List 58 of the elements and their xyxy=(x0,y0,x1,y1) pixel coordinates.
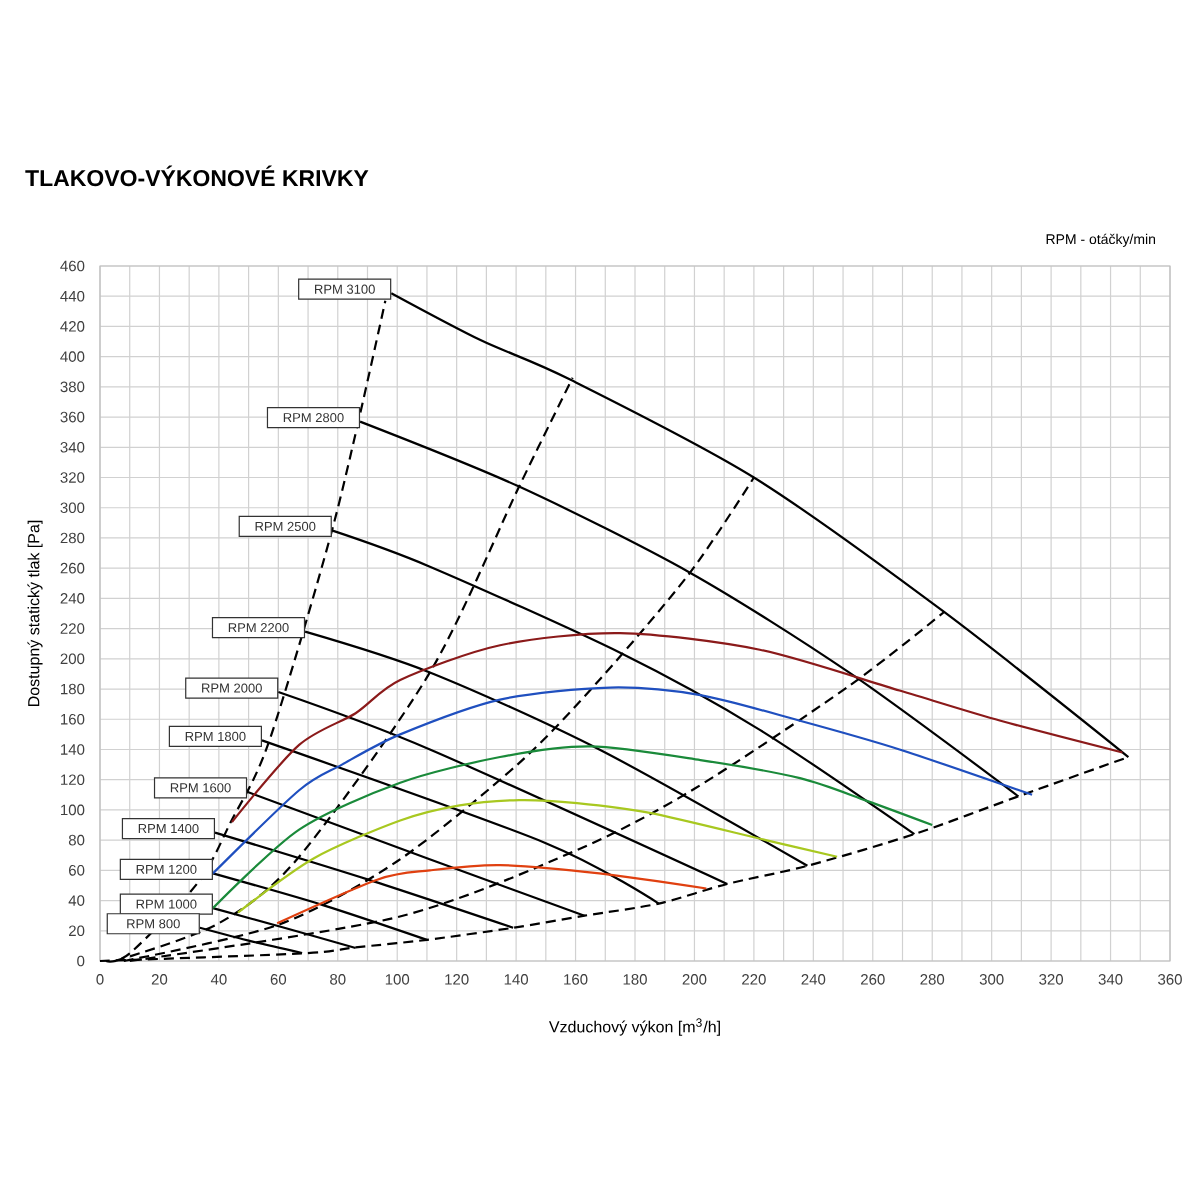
y-tick-label: 60 xyxy=(69,865,85,876)
y-tick-label: 280 xyxy=(60,532,85,544)
y-tick-label: 460 xyxy=(60,260,85,272)
y-tick-label: 320 xyxy=(60,472,85,483)
x-axis-title: Vzduchový výkon [m$^{3}$/h] xyxy=(548,1018,720,1036)
y-tick-label: 40 xyxy=(68,895,85,906)
x-tick-label: 160 xyxy=(564,974,588,985)
x-tick-label: 100 xyxy=(385,974,410,985)
y-tick-label: 160 xyxy=(61,713,85,725)
y-tick-label: 420 xyxy=(60,321,85,332)
y-tick-label: 80 xyxy=(68,834,85,846)
x-tick-label: 300 xyxy=(979,974,1004,985)
y-tick-label: 260 xyxy=(60,562,85,574)
y-tick-label: 180 xyxy=(61,683,85,695)
x-tick-label: 0 xyxy=(96,974,104,985)
series-label: RPM 2200 xyxy=(228,623,289,633)
y-tick-label: 400 xyxy=(60,351,85,362)
x-tick-label: 360 xyxy=(1158,974,1182,985)
x-tick-label: 20 xyxy=(151,974,168,985)
x-tick-label: 200 xyxy=(682,974,707,985)
x-tick-label: 120 xyxy=(445,974,469,985)
series-label: RPM 2500 xyxy=(255,521,316,531)
y-tick-label: 220 xyxy=(60,623,85,634)
y-tick-label: 120 xyxy=(61,774,85,786)
x-tick-label: 80 xyxy=(330,974,346,985)
series-label: RPM 1800 xyxy=(185,731,246,742)
x-tick-label: 320 xyxy=(1039,974,1064,985)
x-tick-label: 140 xyxy=(504,974,529,985)
series-label: RPM 2800 xyxy=(283,413,344,423)
x-tick-label: 280 xyxy=(920,974,945,985)
series-label: RPM 1200 xyxy=(136,864,197,874)
series-label: RPM 3100 xyxy=(315,284,375,294)
y-tick-label: 300 xyxy=(60,502,85,514)
series-label: RPM 1600 xyxy=(170,783,231,793)
chart-title: TLAKOVO-VÝKONOVÉ KRIVKY xyxy=(25,165,369,187)
x-tick-label: 260 xyxy=(861,974,885,985)
y-axis-title: Dostupný statický tlak [Pa] xyxy=(27,520,43,706)
x-tick-label: 60 xyxy=(270,974,287,985)
y-tick-label: 380 xyxy=(60,381,85,393)
text: RPM - otáčky/min xyxy=(1046,233,1156,247)
y-tick-label: 140 xyxy=(61,744,85,755)
y-tick-label: 100 xyxy=(61,804,85,816)
x-tick-label: 220 xyxy=(742,974,766,985)
x-tick-label: 180 xyxy=(623,974,647,985)
y-tick-label: 200 xyxy=(60,653,85,665)
y-tick-label: 20 xyxy=(69,925,85,937)
y-tick-label: 0 xyxy=(77,955,85,967)
series-label: RPM 1400 xyxy=(138,823,199,834)
y-tick-label: 360 xyxy=(60,411,85,423)
y-tick-label: 440 xyxy=(60,290,85,302)
x-tick-label: 340 xyxy=(1098,974,1123,985)
y-tick-label: 340 xyxy=(60,441,85,453)
y-tick-label: 240 xyxy=(60,593,85,604)
series-label: RPM 2000 xyxy=(202,683,262,693)
x-tick-label: 40 xyxy=(210,974,227,985)
series-label: RPM 1000 xyxy=(136,899,197,909)
x-tick-label: 240 xyxy=(801,974,826,985)
series-label: RPM 800 xyxy=(127,919,180,929)
